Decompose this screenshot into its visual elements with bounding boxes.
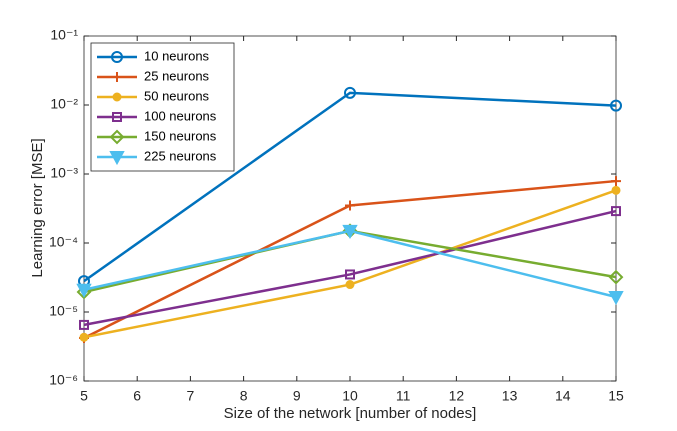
marker — [608, 269, 624, 285]
x-tick-label: 7 — [187, 388, 195, 404]
marker — [345, 200, 355, 211]
x-tick-label: 14 — [555, 388, 571, 404]
legend-label: 50 neurons — [144, 88, 210, 103]
marker — [344, 86, 356, 99]
x-tick-label: 10 — [342, 388, 358, 404]
x-tick-label: 5 — [80, 388, 88, 404]
y-tick-label: 10⁻³ — [50, 165, 78, 181]
legend-label: 150 neurons — [144, 128, 217, 143]
x-tick-label: 8 — [240, 388, 248, 404]
marker — [608, 290, 624, 306]
marker — [611, 206, 621, 217]
marker — [111, 51, 123, 63]
marker — [79, 319, 89, 330]
marker — [611, 176, 621, 187]
marker — [345, 269, 355, 280]
x-tick-label: 11 — [396, 388, 411, 404]
marker — [611, 185, 621, 195]
y-tick-label: 10⁻⁵ — [49, 303, 78, 319]
x-axis-label: Size of the network [number of nodes] — [224, 405, 477, 422]
y-tick-label: 10⁻² — [50, 96, 78, 112]
y-tick-label: 10⁻¹ — [50, 27, 78, 43]
marker — [345, 280, 355, 290]
y-tick-label: 10⁻⁴ — [49, 234, 78, 250]
y-tick-label: 10⁻⁶ — [49, 372, 78, 388]
x-tick-label: 15 — [608, 388, 624, 404]
y-axis-label: Learning error [MSE] — [29, 138, 46, 277]
marker — [76, 283, 92, 298]
x-tick-label: 6 — [133, 388, 141, 404]
legend-label: 225 neurons — [144, 148, 217, 163]
marker — [109, 151, 125, 166]
series-line — [83, 209, 617, 327]
legend-label: 10 neurons — [144, 48, 210, 63]
marker — [109, 129, 125, 145]
marker — [610, 99, 622, 112]
x-tick-label: 9 — [293, 388, 301, 404]
x-tick-label: 12 — [449, 388, 465, 404]
series-line — [83, 91, 617, 283]
legend: 10 neurons 25 neurons 50 neurons 100 neuron… — [90, 42, 235, 172]
x-tick-label: 13 — [502, 388, 518, 404]
marker — [112, 72, 122, 82]
legend-box — [90, 42, 235, 172]
legend-label: 100 neurons — [144, 108, 217, 123]
legend-label: 25 neurons — [144, 68, 210, 83]
marker — [342, 224, 358, 239]
marker — [112, 112, 122, 122]
marker — [79, 332, 89, 342]
marker — [112, 92, 122, 102]
